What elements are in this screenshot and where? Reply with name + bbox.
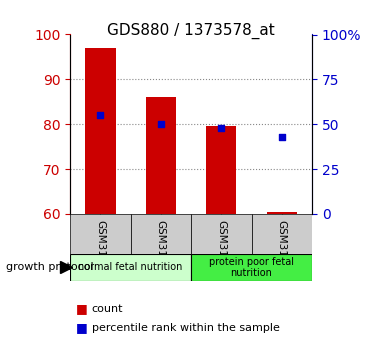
Bar [206, 126, 236, 214]
Text: percentile rank within the sample: percentile rank within the sample [92, 323, 280, 333]
Bar [267, 211, 297, 214]
Text: GDS880 / 1373578_at: GDS880 / 1373578_at [107, 22, 275, 39]
Bar [85, 48, 115, 214]
FancyBboxPatch shape [191, 214, 252, 254]
Bar [146, 97, 176, 214]
FancyBboxPatch shape [70, 214, 131, 254]
Text: GSM31629: GSM31629 [216, 220, 226, 277]
Text: growth protocol: growth protocol [6, 263, 94, 272]
Text: ■: ■ [76, 302, 88, 315]
FancyBboxPatch shape [191, 254, 312, 281]
FancyBboxPatch shape [70, 254, 191, 281]
FancyBboxPatch shape [252, 214, 312, 254]
Text: GSM31630: GSM31630 [277, 220, 287, 276]
Text: GSM31627: GSM31627 [96, 220, 105, 277]
Point [279, 134, 285, 139]
Point [98, 112, 104, 118]
Point [218, 125, 225, 130]
Point [158, 121, 164, 127]
Text: protein poor fetal
nutrition: protein poor fetal nutrition [209, 257, 294, 278]
Text: ■: ■ [76, 321, 88, 334]
Text: GSM31628: GSM31628 [156, 220, 166, 277]
FancyBboxPatch shape [131, 214, 191, 254]
Text: normal fetal nutrition: normal fetal nutrition [78, 263, 183, 272]
Text: count: count [92, 304, 123, 314]
